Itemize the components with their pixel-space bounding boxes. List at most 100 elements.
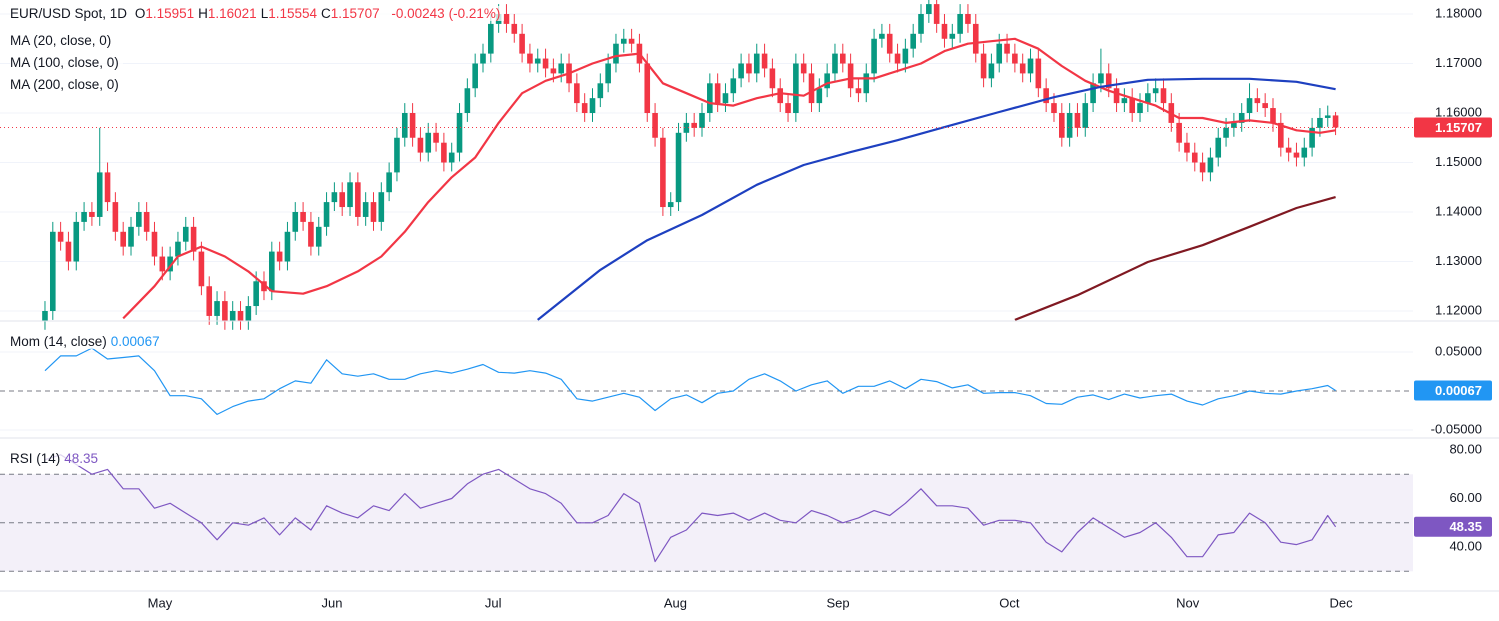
x-tick-label: Dec <box>1329 595 1353 610</box>
candle-body <box>253 281 259 307</box>
candle-body <box>503 14 510 24</box>
candle-body <box>81 211 87 222</box>
candle-body <box>1215 137 1222 158</box>
ohlc-letter: C <box>321 6 331 21</box>
candle-body <box>1160 88 1167 104</box>
candle-body <box>362 202 369 217</box>
indicator-line <box>44 347 1336 415</box>
symbol-title: EUR/USD Spot, 1D <box>10 6 128 21</box>
legend-value: 48.35 <box>64 451 99 466</box>
candle-body <box>816 88 823 104</box>
candle-body <box>761 53 768 69</box>
candle-body <box>245 306 252 321</box>
y-tick-label: 1.17000 <box>1435 55 1482 70</box>
x-tick-label: Nov <box>1176 595 1200 610</box>
candle-body <box>308 221 314 247</box>
candle-body <box>1035 58 1042 89</box>
legend-label: RSI (14) <box>10 451 61 466</box>
candle-body <box>667 202 674 208</box>
candle-body <box>1051 103 1057 114</box>
candle-body <box>378 192 385 222</box>
candle-body <box>1238 113 1245 123</box>
candle-body <box>409 113 416 138</box>
candle-body <box>472 63 478 89</box>
y-tick-label: 1.14000 <box>1435 203 1482 218</box>
candle-body <box>488 23 494 54</box>
candle-body <box>1285 147 1292 153</box>
candle-body <box>722 93 729 104</box>
candle-body <box>644 63 651 114</box>
x-tick-label: Sep <box>827 595 850 610</box>
candle-body <box>1231 122 1237 128</box>
candle-body <box>480 53 486 64</box>
price-tag <box>1414 380 1492 401</box>
candle-body <box>222 301 228 321</box>
ohlc-letter: L <box>260 6 269 21</box>
candle-body <box>1324 115 1331 118</box>
candle-body <box>394 137 400 173</box>
legend-ma100: MA (100, close, 0) <box>10 55 123 70</box>
legend-label: Mom (14, close) <box>10 334 107 349</box>
candle-body <box>151 231 158 257</box>
candle-body <box>206 286 213 316</box>
candle-body <box>1145 93 1151 104</box>
candle-body <box>613 43 619 64</box>
candle-body <box>1254 98 1261 104</box>
y-tick-label: 40.00 <box>1449 538 1482 553</box>
candle-body <box>1317 117 1323 128</box>
candle-body <box>175 241 181 257</box>
candle-body <box>456 113 463 153</box>
candle-body <box>1129 98 1135 114</box>
candle-body <box>42 310 48 321</box>
price-tag <box>1414 117 1492 138</box>
candle-body <box>190 226 197 252</box>
candle-body <box>1309 127 1315 148</box>
header: EUR/USD Spot, 1D O1.15951 H1.16021 L1.1555… <box>10 6 505 21</box>
candle-body <box>1270 108 1276 123</box>
candle-body <box>57 231 64 242</box>
candle-body <box>1113 88 1120 104</box>
candle-body <box>1105 73 1112 89</box>
price-tag-label: 1.15707 <box>1435 120 1482 135</box>
candle-body <box>1207 157 1214 173</box>
candle-body <box>355 182 361 217</box>
indicator-line <box>122 37 1336 320</box>
candle-body <box>269 251 275 292</box>
candle-body <box>65 241 72 262</box>
candle-body <box>628 38 635 44</box>
candle-body <box>159 256 166 272</box>
candle-body <box>417 137 424 153</box>
candle-body <box>886 33 893 54</box>
candle-body <box>1074 113 1081 128</box>
candle-body <box>652 113 658 138</box>
candle-body <box>96 172 103 217</box>
candle-body <box>746 63 752 74</box>
candle-body <box>738 63 744 79</box>
indicator-line <box>1014 196 1336 321</box>
y-tick-label: 1.13000 <box>1435 253 1482 268</box>
candle-body <box>276 251 283 262</box>
candle-body <box>605 63 611 84</box>
candle-body <box>1332 115 1339 128</box>
candle-body <box>519 33 525 54</box>
candle-body <box>104 172 111 203</box>
price-tag-label: 0.00067 <box>1435 383 1482 398</box>
candle-body <box>769 68 776 89</box>
candle-body <box>1082 103 1089 128</box>
candle-body <box>1027 58 1034 74</box>
change-pct: (-0.21%) <box>448 6 501 21</box>
candle-body <box>855 88 862 94</box>
candle-body <box>871 38 877 74</box>
candle-body <box>1019 63 1026 74</box>
candle-body <box>1004 43 1010 54</box>
candle-body <box>1184 142 1190 153</box>
candle-body <box>894 53 901 64</box>
ohlc-letter: H <box>198 6 208 21</box>
candle-body <box>198 251 205 287</box>
candle-body <box>957 14 963 34</box>
candle-body <box>926 4 932 15</box>
candle-body <box>707 83 713 114</box>
candle-body <box>793 63 799 114</box>
candle-body <box>839 53 846 64</box>
indicator-line <box>537 77 1336 321</box>
